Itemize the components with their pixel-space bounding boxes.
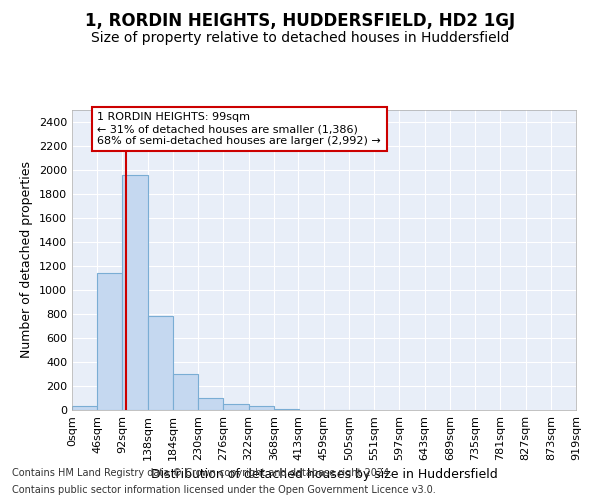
Text: Contains HM Land Registry data © Crown copyright and database right 2024.: Contains HM Land Registry data © Crown c… xyxy=(12,468,392,477)
Text: Contains public sector information licensed under the Open Government Licence v3: Contains public sector information licen… xyxy=(12,485,436,495)
Text: 1 RORDIN HEIGHTS: 99sqm
← 31% of detached houses are smaller (1,386)
68% of semi: 1 RORDIN HEIGHTS: 99sqm ← 31% of detache… xyxy=(97,112,381,146)
Bar xyxy=(248,406,274,410)
Bar xyxy=(173,374,198,410)
Y-axis label: Number of detached properties: Number of detached properties xyxy=(20,162,34,358)
Bar xyxy=(122,175,148,410)
Bar xyxy=(223,404,248,410)
Bar xyxy=(198,398,223,410)
Bar xyxy=(148,316,173,410)
Bar xyxy=(72,406,97,410)
Text: Size of property relative to detached houses in Huddersfield: Size of property relative to detached ho… xyxy=(91,31,509,45)
Text: 1, RORDIN HEIGHTS, HUDDERSFIELD, HD2 1GJ: 1, RORDIN HEIGHTS, HUDDERSFIELD, HD2 1GJ xyxy=(85,12,515,30)
Bar xyxy=(97,273,122,410)
X-axis label: Distribution of detached houses by size in Huddersfield: Distribution of detached houses by size … xyxy=(151,468,497,481)
